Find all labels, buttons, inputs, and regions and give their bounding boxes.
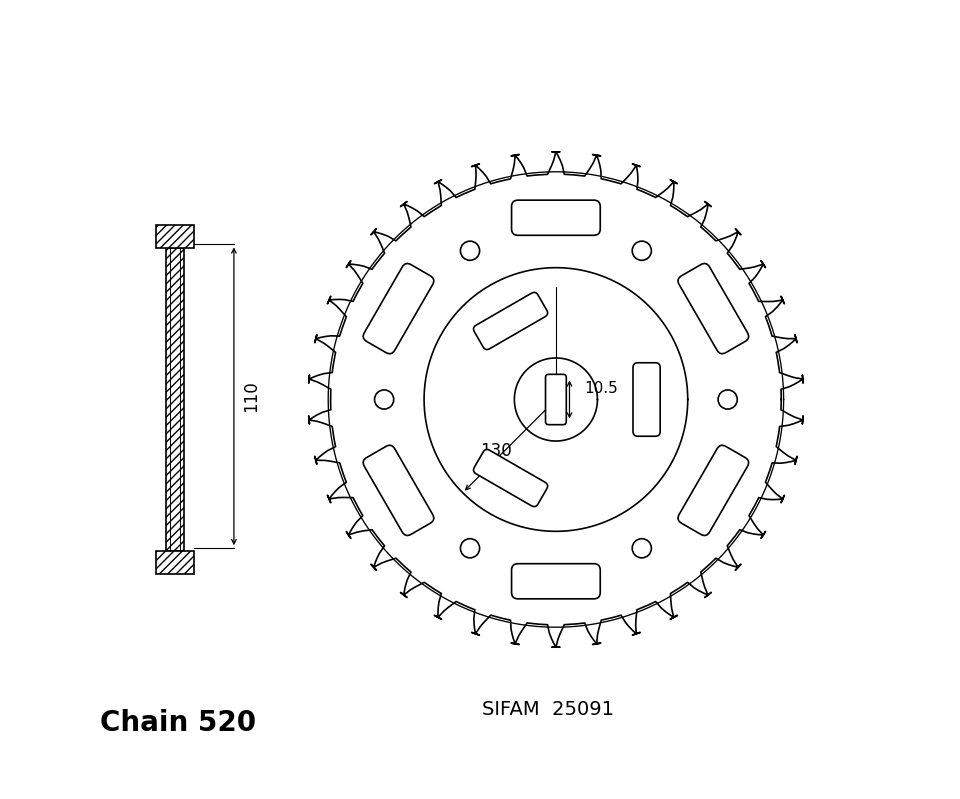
Text: 10.5: 10.5 (584, 381, 617, 396)
Bar (156, 225, 194, 248)
Text: 110: 110 (242, 380, 260, 412)
FancyBboxPatch shape (512, 564, 600, 599)
Bar (156, 551, 194, 574)
FancyBboxPatch shape (633, 363, 660, 436)
Bar (166, 248, 183, 551)
Text: SIFAM  25091: SIFAM 25091 (482, 700, 613, 719)
FancyBboxPatch shape (363, 264, 434, 354)
FancyBboxPatch shape (678, 264, 749, 354)
FancyBboxPatch shape (473, 292, 547, 350)
FancyBboxPatch shape (512, 200, 600, 235)
Text: Chain 520: Chain 520 (101, 709, 256, 737)
FancyBboxPatch shape (473, 449, 547, 507)
FancyBboxPatch shape (678, 445, 749, 535)
Bar (166, 248, 183, 551)
FancyBboxPatch shape (545, 374, 566, 425)
FancyBboxPatch shape (363, 445, 434, 535)
Bar (156, 551, 194, 574)
Bar (156, 225, 194, 248)
Text: 130: 130 (480, 443, 512, 460)
